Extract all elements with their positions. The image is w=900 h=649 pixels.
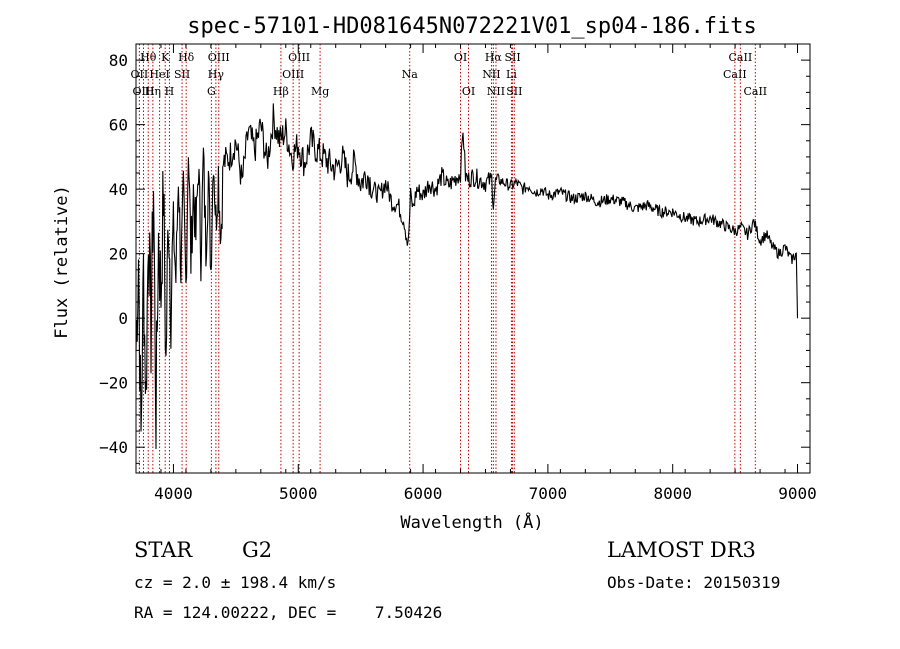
line-label-12: Hβ: [273, 85, 289, 98]
plot-frame: [135, 43, 811, 474]
line-label-24: SII: [506, 85, 522, 98]
line-label-17: OI: [454, 51, 467, 64]
spectrum-line: [135, 103, 799, 450]
redshift-velocity: cz = 2.0 ± 198.4 km/s: [134, 573, 337, 592]
line-label-2: OIII: [132, 85, 154, 98]
line-label-4: Hη: [145, 85, 161, 98]
line-label-1: OII: [131, 68, 149, 81]
line-label-16: Na: [402, 68, 419, 81]
line-label-0: Hθ: [140, 51, 157, 64]
y-tick-label-3: 20: [109, 245, 128, 264]
axis-ticks: 4000 5000 6000 7000 8000 9000 −40 −20 0 20 40 60 80: [99, 43, 817, 503]
line-label-21: NII: [487, 85, 505, 98]
line-label-9: OIII: [208, 51, 230, 64]
survey-name: LAMOST DR3: [607, 538, 756, 562]
x-tick-label-3: 7000: [529, 484, 568, 503]
line-label-5: HeI: [149, 68, 169, 81]
line-label-7: Hδ: [178, 51, 195, 64]
line-label-26: CaII: [723, 68, 747, 81]
line-label-10: Hγ: [208, 68, 225, 81]
line-label-6: H: [165, 85, 175, 98]
line-label-23: Li: [506, 68, 517, 81]
x-tick-label-1: 5000: [279, 484, 318, 503]
line-label-22: SII: [504, 51, 520, 64]
line-label-27: CaII: [743, 85, 767, 98]
line-label-3: K: [161, 51, 170, 64]
y-tick-label-2: 0: [118, 309, 128, 328]
coordinates: RA = 124.00222, DEC = 7.50426: [134, 603, 443, 622]
x-tick-label-4: 8000: [653, 484, 692, 503]
spectral-line-markers: [138, 44, 756, 473]
line-label-13: OIII: [288, 51, 310, 64]
line-label-20: NII: [482, 68, 500, 81]
y-tick-label-6: 80: [109, 51, 128, 70]
x-tick-label-2: 6000: [404, 484, 443, 503]
line-label-15: Mg: [311, 85, 329, 98]
line-label-11: G: [207, 85, 216, 98]
x-axis-label: Wavelength (Å): [400, 511, 543, 533]
x-tick-label-5: 9000: [778, 484, 817, 503]
line-label-14: OIII: [282, 68, 304, 81]
line-label-25: CaII: [729, 51, 753, 64]
y-axis-label: Flux (relative): [52, 185, 72, 339]
observation-date: Obs-Date: 20150319: [607, 573, 781, 592]
line-label-19: Hα: [485, 51, 503, 64]
y-tick-label-4: 40: [109, 180, 128, 199]
y-tick-label-0: −40: [99, 438, 128, 457]
x-tick-label-0: 4000: [154, 484, 193, 503]
line-label-18: OI: [462, 85, 475, 98]
spectral-subclass: G2: [242, 538, 273, 562]
y-tick-label-5: 60: [109, 116, 128, 135]
y-tick-label-1: −20: [99, 374, 128, 393]
line-label-8: SII: [174, 68, 190, 81]
line-labels: Hθ OII OIII K Hη HeI H Hδ SII OIII Hγ G Hβ OIII OIII Mg…: [131, 51, 768, 98]
chart-title: spec-57101-HD081645N072221V01_sp04-186.f…: [187, 14, 757, 39]
object-class: STAR: [134, 538, 193, 562]
